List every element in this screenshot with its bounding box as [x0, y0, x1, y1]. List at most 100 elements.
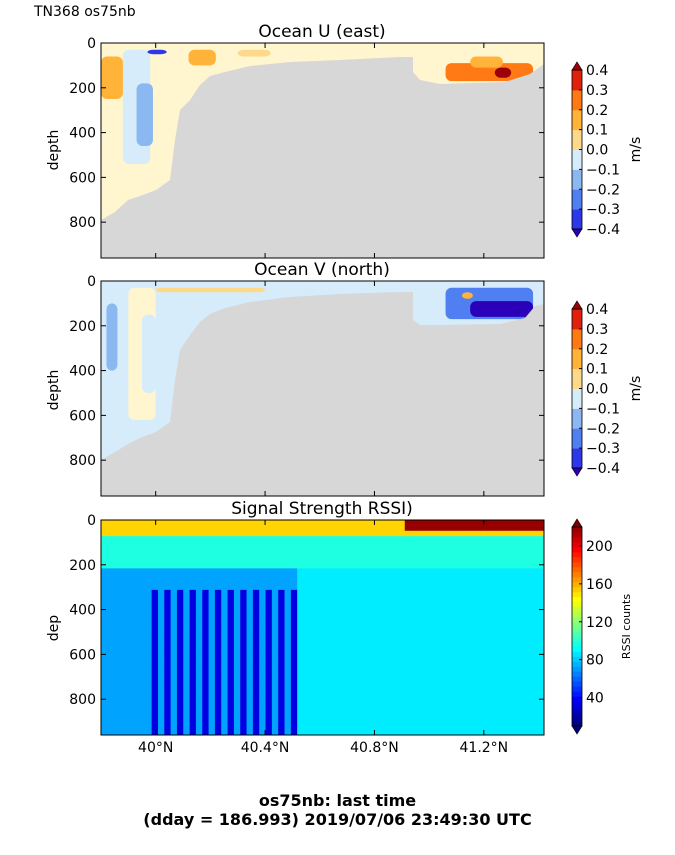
rssi-cell [284, 665, 292, 672]
rssi-cell [537, 595, 544, 602]
rssi-cell [354, 692, 362, 698]
rssi-cell [233, 584, 241, 591]
rssi-cell [385, 638, 393, 645]
rssi-cell [164, 530, 172, 537]
rssi-cell [347, 632, 355, 639]
rssi-cell [164, 573, 172, 580]
rssi-cell [366, 702, 374, 709]
rssi-cell [101, 600, 108, 607]
rssi-cell [297, 622, 305, 629]
rssi-cell [366, 525, 374, 532]
rssi-cell [411, 600, 419, 607]
rssi-cell [303, 616, 311, 623]
rssi-cell [183, 713, 191, 720]
rssi-cell [411, 557, 419, 564]
rssi-cell [347, 536, 355, 543]
rssi-cell [208, 530, 216, 537]
rssi-cell [183, 718, 191, 725]
rssi-cell [525, 718, 532, 725]
rssi-cell [157, 686, 165, 693]
rssi-cell [195, 557, 203, 564]
rssi-cell [316, 665, 324, 672]
rssi-cell [246, 686, 254, 693]
rssi-cell [101, 520, 108, 526]
rssi-cell [474, 611, 482, 618]
rssi-cell [145, 632, 153, 639]
rssi-cell [461, 697, 469, 704]
rssi-cell [442, 670, 450, 677]
rssi-cell [373, 702, 381, 709]
rssi-cell [442, 654, 450, 661]
rssi-cell [360, 692, 368, 698]
rssi-cell [101, 638, 108, 645]
rssi-cell [132, 713, 140, 720]
rssi-cell [176, 665, 184, 672]
rssi-cell [468, 670, 475, 677]
rssi-cell [411, 573, 419, 580]
rssi-cell [164, 589, 172, 596]
rssi-cell [259, 557, 267, 564]
rssi-cell [297, 563, 305, 569]
rssi-cell [132, 718, 140, 725]
rssi-cell [455, 670, 463, 677]
rssi-cell [455, 638, 463, 645]
rssi-cell [322, 525, 330, 532]
rssi-cell [214, 729, 222, 735]
rssi-cell [227, 584, 235, 591]
rssi-cell [392, 579, 400, 586]
rssi-cell [208, 708, 216, 715]
rssi-cell [493, 654, 501, 661]
rssi-cell [145, 692, 153, 698]
rssi-cell [347, 665, 355, 672]
rssi-cell [183, 616, 191, 623]
colorbar-segment [572, 561, 582, 568]
rssi-cell [512, 692, 520, 698]
rssi-cell [183, 573, 191, 580]
rssi-cell [151, 724, 159, 731]
rssi-cell [474, 573, 482, 580]
rssi-cell [461, 530, 469, 537]
rssi-cell [366, 697, 374, 704]
rssi-cell [316, 600, 324, 607]
rssi-cell [506, 530, 513, 537]
rssi-cell [278, 616, 286, 623]
rssi-cell [202, 557, 210, 564]
rssi-cell [335, 681, 343, 688]
rssi-cell [189, 697, 197, 704]
rssi-cell [360, 718, 368, 725]
rssi-cell [176, 557, 184, 564]
rssi-cell [309, 665, 317, 672]
rssi-cell [385, 665, 393, 672]
rssi-cell [360, 573, 368, 580]
rssi-cell [202, 606, 210, 612]
rssi-cell [176, 622, 184, 629]
rssi-cell [455, 530, 463, 537]
rssi-cell [461, 525, 469, 532]
rssi-cell [417, 541, 425, 548]
rssi-cell [341, 546, 349, 553]
rssi-cell [138, 713, 146, 720]
rssi-cell [398, 530, 406, 537]
rssi-cell [138, 530, 146, 537]
rssi-cell [240, 702, 248, 709]
rssi-cell [487, 724, 494, 731]
rssi-cell [252, 573, 260, 580]
rssi-cell [176, 584, 184, 591]
rssi-cell [252, 713, 260, 720]
rssi-cell [487, 675, 494, 682]
rssi-cell [170, 702, 178, 709]
rssi-cell [126, 541, 134, 548]
rssi-cell [518, 649, 526, 655]
rssi-cell [499, 546, 507, 553]
rssi-cell [379, 584, 387, 591]
rssi-cell [373, 557, 381, 564]
rssi-cell [341, 659, 349, 666]
rssi-cell [233, 530, 241, 537]
rssi-cell [170, 546, 178, 553]
rssi-cell [411, 568, 419, 575]
rssi-cell [417, 708, 425, 715]
rssi-cell [379, 654, 387, 661]
rssi-cell [449, 530, 456, 537]
rssi-cell [499, 552, 507, 559]
colorbar-segment [572, 189, 582, 210]
